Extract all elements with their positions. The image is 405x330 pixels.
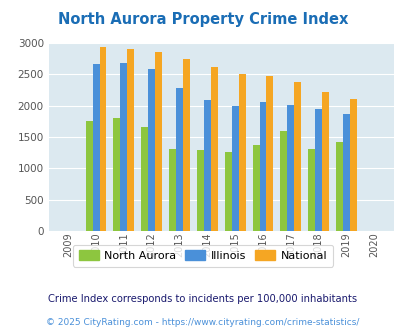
Bar — [203, 100, 210, 231]
Bar — [231, 106, 238, 231]
Bar — [92, 64, 99, 231]
Bar — [280, 131, 287, 231]
Bar — [294, 82, 301, 231]
Bar — [252, 145, 259, 231]
Bar — [342, 115, 349, 231]
Bar — [321, 92, 328, 231]
Bar — [238, 74, 245, 231]
Bar — [168, 149, 176, 231]
Bar — [120, 63, 127, 231]
Bar — [335, 142, 342, 231]
Text: © 2025 CityRating.com - https://www.cityrating.com/crime-statistics/: © 2025 CityRating.com - https://www.city… — [46, 318, 359, 327]
Bar — [287, 105, 294, 231]
Bar — [259, 102, 266, 231]
Bar — [349, 99, 356, 231]
Bar — [155, 52, 162, 231]
Bar — [113, 117, 120, 231]
Bar — [85, 121, 92, 231]
Bar — [183, 59, 190, 231]
Legend: North Aurora, Illinois, National: North Aurora, Illinois, National — [73, 245, 332, 267]
Bar — [141, 127, 148, 231]
Bar — [210, 67, 217, 231]
Text: North Aurora Property Crime Index: North Aurora Property Crime Index — [58, 12, 347, 26]
Bar — [266, 76, 273, 231]
Bar — [176, 88, 183, 231]
Bar — [196, 150, 203, 231]
Bar — [224, 152, 231, 231]
Bar — [148, 69, 155, 231]
Text: Crime Index corresponds to incidents per 100,000 inhabitants: Crime Index corresponds to incidents per… — [48, 294, 357, 304]
Bar — [99, 47, 106, 231]
Bar — [127, 49, 134, 231]
Bar — [307, 149, 314, 231]
Bar — [314, 109, 321, 231]
